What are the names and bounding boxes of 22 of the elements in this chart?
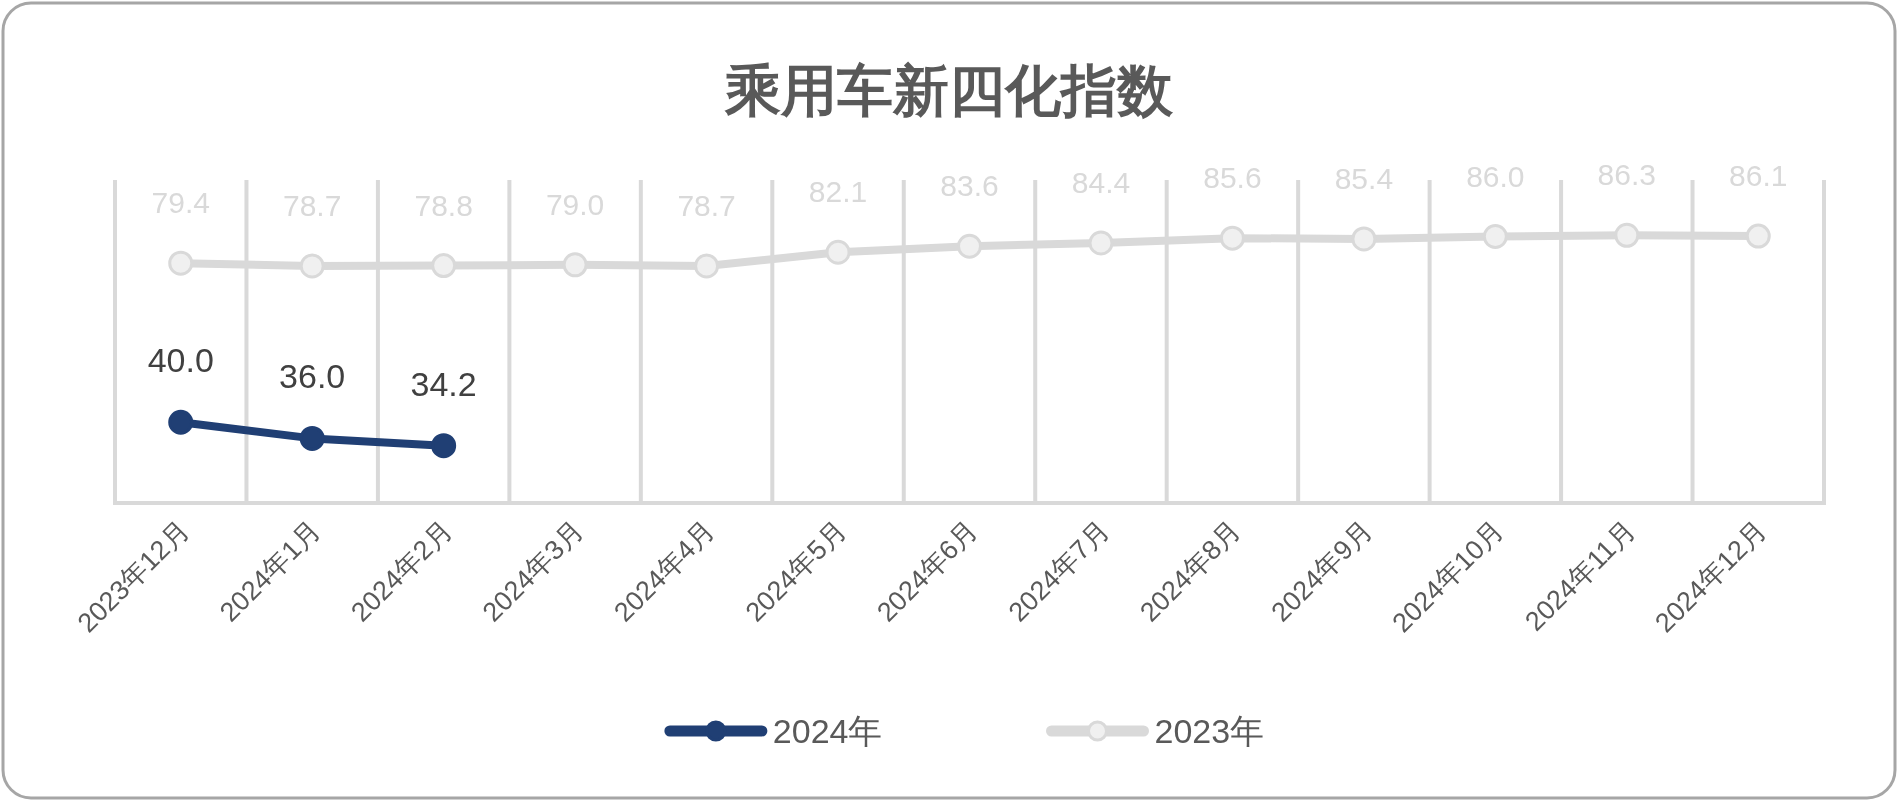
point <box>825 239 851 265</box>
point <box>1482 224 1508 250</box>
point <box>1088 230 1114 256</box>
legend-label: 2024年 <box>772 712 883 750</box>
point <box>1614 222 1640 248</box>
point <box>1745 223 1771 249</box>
legend-label: 2023年 <box>1154 712 1265 750</box>
point <box>694 253 720 279</box>
point <box>1351 226 1377 252</box>
point <box>1219 225 1245 251</box>
point <box>168 409 194 435</box>
point <box>431 433 457 459</box>
data-label: 36.0 <box>279 357 346 396</box>
point <box>168 250 194 276</box>
point <box>299 253 325 279</box>
data-label: 40.0 <box>147 341 214 380</box>
point <box>562 252 588 278</box>
chart-title: 乘用车新四化指数 <box>724 59 1174 122</box>
point <box>957 233 982 259</box>
point <box>431 253 457 279</box>
point <box>299 425 325 451</box>
data-label: 34.2 <box>410 364 477 403</box>
